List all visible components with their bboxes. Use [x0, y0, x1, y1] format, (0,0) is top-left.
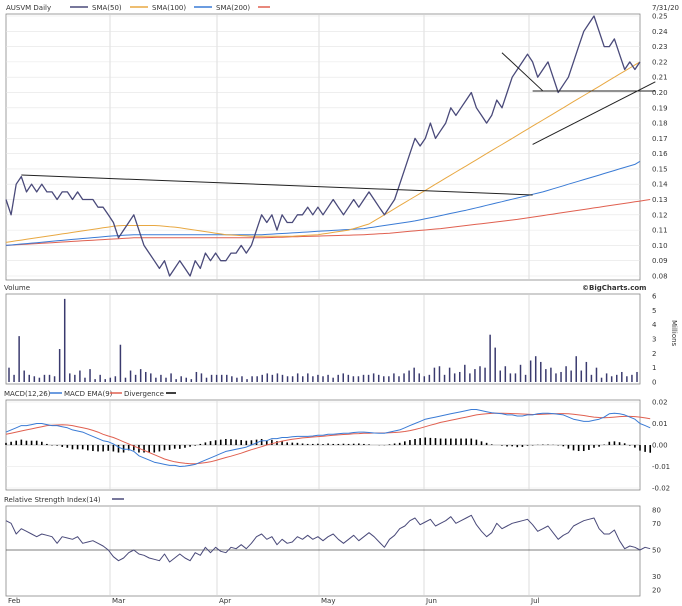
macd-tick-label: 0.01 — [652, 420, 668, 428]
date-label: 7/31/20 — [652, 4, 679, 12]
volume-tick-label: 3 — [652, 336, 656, 344]
macd-tick-label: -0.02 — [652, 485, 670, 493]
price-tick-label: 0.13 — [652, 196, 668, 204]
sma50-legend: SMA(50) — [92, 4, 122, 12]
macd-ema-line — [5, 412, 651, 465]
sma100-legend: SMA(100) — [152, 4, 186, 12]
rsi-tick-label: 30 — [652, 573, 661, 581]
price-tick-label: 0.22 — [652, 58, 668, 66]
price-tick-label: 0.10 — [652, 242, 668, 250]
brand-label: ©BigCharts.com — [582, 284, 646, 292]
macd-tick-label: 0.02 — [652, 399, 668, 407]
month-label: Feb — [8, 597, 21, 605]
volume-tick-label: 1 — [652, 364, 656, 372]
price-tick-label: 0.11 — [652, 227, 668, 235]
rsi-tick-label: 50 — [652, 547, 661, 555]
month-label: Jun — [425, 597, 437, 605]
panel-frame-price — [5, 13, 641, 281]
price-tick-label: 0.18 — [652, 120, 668, 128]
volume-tick-label: 2 — [652, 350, 656, 358]
panel-frame-rsi — [5, 505, 641, 597]
price-tick-label: 0.21 — [652, 74, 668, 82]
price-tick-label: 0.12 — [652, 211, 668, 219]
sma100-line — [5, 61, 641, 243]
sma200-blue-line — [5, 160, 641, 246]
price-tick-label: 0.19 — [652, 104, 668, 112]
rsi-line — [5, 514, 651, 563]
volume-label: Volume — [4, 284, 30, 292]
sma200-red-line — [5, 199, 651, 246]
month-label: Apr — [219, 597, 231, 605]
volume-unit: Millions — [670, 320, 678, 347]
trend-line — [532, 81, 656, 145]
macd-tick-label: -0.01 — [652, 463, 670, 471]
price-tick-label: 0.25 — [652, 13, 668, 21]
macd-label: MACD(12,26) — [4, 390, 51, 398]
chart-layers: Feb Mar Apr May Jun Jul 0.25 0.24 0.23 0.22 0.21 0.… — [5, 13, 670, 605]
volume-tick-label: 4 — [652, 321, 657, 329]
trend-line — [21, 174, 533, 196]
price-tick-label: 0.23 — [652, 43, 668, 51]
price-tick-label: 0.16 — [652, 150, 668, 158]
rsi-tick-label: 80 — [652, 507, 661, 515]
volume-tick-label: 0 — [652, 379, 656, 387]
price-tick-label: 0.09 — [652, 257, 668, 265]
ticker-label: AUSVM Daily — [6, 4, 51, 12]
divergence-label: Divergence — [124, 390, 164, 398]
volume-tick-label: 5 — [652, 307, 656, 315]
volume-tick-label: 6 — [652, 293, 657, 301]
macd-line — [5, 409, 651, 467]
macd-tick-label: 0.00 — [652, 442, 668, 450]
rsi-tick-label: 20 — [652, 587, 661, 595]
macd-ema-label: MACD EMA(9) — [64, 390, 113, 398]
price-tick-label: 0.15 — [652, 165, 668, 173]
price-line — [5, 15, 641, 277]
month-label: Jul — [530, 597, 540, 605]
rsi-tick-label: 70 — [652, 520, 661, 528]
trend-line — [501, 52, 544, 92]
price-tick-label: 0.24 — [652, 28, 668, 36]
month-label: May — [321, 597, 335, 605]
price-tick-label: 0.14 — [652, 181, 668, 189]
sma200-legend: SMA(200) — [216, 4, 250, 12]
panel-frame-vol — [5, 293, 641, 385]
price-tick-label: 0.17 — [652, 135, 668, 143]
price-tick-label: 0.20 — [652, 89, 668, 97]
rsi-label: Relative Strength Index(14) — [4, 496, 101, 504]
price-tick-label: 0.08 — [652, 273, 668, 281]
month-label: Mar — [112, 597, 125, 605]
